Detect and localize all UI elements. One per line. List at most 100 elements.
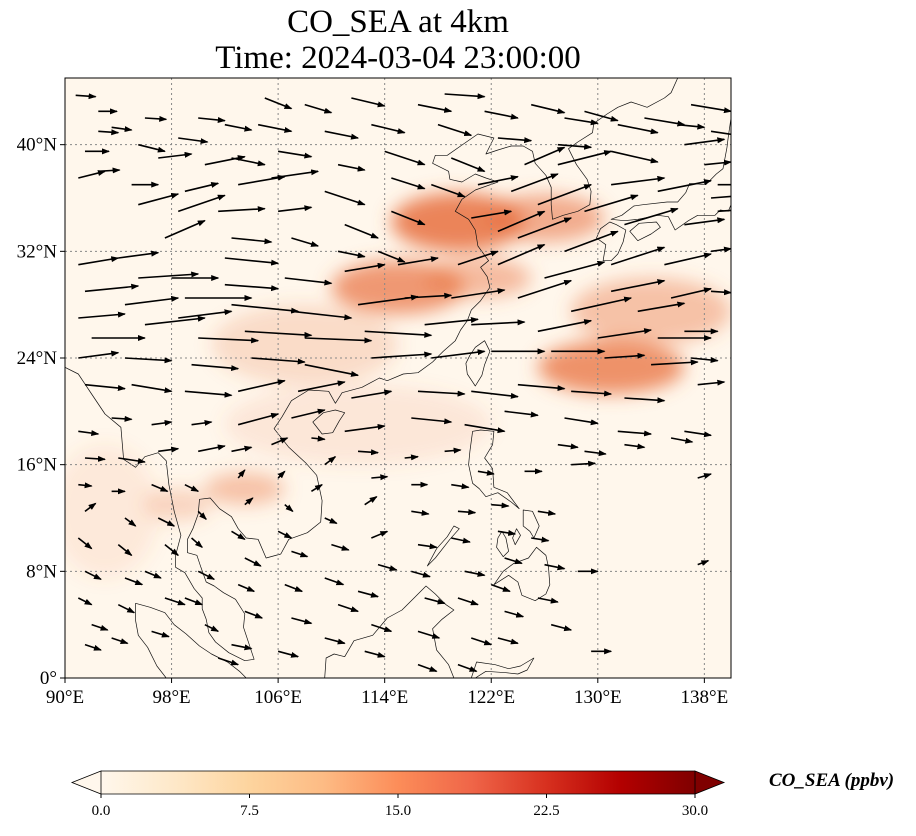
wind-arrow [444, 447, 462, 454]
wind-arrow [118, 250, 160, 259]
wind-arrow [364, 330, 433, 338]
colorbar-tick-label: 7.5 [240, 803, 259, 819]
wind-arrow [297, 380, 346, 393]
coastline [610, 117, 731, 231]
wind-arrow [684, 217, 726, 226]
wind-arrow [244, 330, 313, 338]
wind-arrow [550, 623, 573, 632]
wind-arrow [218, 206, 266, 213]
wind-arrow [164, 219, 206, 239]
co-plume [224, 384, 492, 465]
wind-arrow [264, 97, 293, 110]
wind-arrow [504, 410, 539, 418]
lat-tick-label: 16°N [17, 455, 58, 476]
wind-arrow [564, 417, 599, 426]
wind-arrow [198, 337, 260, 344]
wind-arrow [491, 502, 510, 509]
wind-arrow [124, 517, 137, 527]
wind-arrow [271, 169, 320, 179]
wind-arrow [404, 292, 453, 299]
map-title: CO_SEA at 4km [287, 4, 509, 40]
wind-arrow [304, 103, 333, 114]
wind-arrow [670, 437, 694, 444]
wind-arrow [138, 143, 166, 153]
wind-arrow [231, 445, 253, 453]
wind-arrow [304, 363, 360, 377]
co-plume [537, 340, 685, 395]
wind-arrow [504, 610, 525, 618]
wind-arrow [111, 415, 133, 422]
wind-arrow [684, 137, 726, 146]
wind-arrow [457, 250, 499, 266]
wind-arrow [457, 509, 477, 516]
wind-arrow [391, 177, 426, 190]
wind-arrow [84, 383, 126, 391]
wind-arrow [364, 650, 386, 658]
wind-arrow [537, 509, 557, 516]
wind-arrow [357, 590, 379, 598]
wind-arrow [557, 443, 579, 450]
coastline [596, 221, 627, 262]
wind-arrow [537, 597, 559, 604]
wind-arrow [78, 430, 100, 437]
wind-arrow [324, 577, 345, 586]
wind-arrow [324, 637, 346, 645]
latitude-axis: 0° 8°N 16°N 24°N 32°N 40°N [17, 135, 65, 689]
wind-arrow [377, 563, 398, 571]
wind-arrow [204, 155, 246, 166]
wind-arrow [184, 483, 200, 493]
wind-arrow [624, 207, 679, 226]
coastline [468, 429, 520, 510]
wind-arrow [351, 389, 393, 399]
wind-arrow [217, 657, 240, 666]
wind-arrow [84, 283, 140, 293]
wind-arrow [117, 603, 136, 614]
wind-vectors [75, 93, 731, 673]
lon-tick-label: 138°E [681, 687, 729, 708]
wind-arrow [311, 435, 326, 442]
co-plume [65, 444, 159, 578]
wind-arrow [497, 243, 546, 266]
wind-arrow [584, 110, 619, 122]
wind-arrow [131, 383, 173, 394]
wind-arrow [451, 537, 471, 544]
wind-arrow [611, 175, 666, 186]
lat-tick-label: 0° [40, 668, 57, 689]
wind-arrow [497, 137, 533, 144]
wind-arrow [564, 230, 619, 253]
wind-arrow [684, 430, 713, 438]
wind-arrow [457, 663, 478, 673]
colorbar: 0.0 7.5 15.0 22.5 30.0 [70, 770, 726, 819]
wind-arrow [384, 150, 426, 166]
co-plume [211, 304, 398, 385]
lon-tick-label: 114°E [361, 687, 408, 708]
wind-arrow [371, 530, 389, 539]
wind-arrow [570, 296, 633, 313]
wind-arrow [411, 509, 430, 516]
wind-arrow [291, 310, 353, 321]
wind-arrow [244, 610, 264, 619]
wind-arrow [371, 123, 406, 134]
wind-arrow [417, 103, 453, 113]
lon-tick-label: 106°E [254, 687, 302, 708]
wind-arrow [484, 110, 519, 120]
wind-arrow [237, 379, 286, 393]
wind-arrow [371, 474, 389, 481]
co-concentration-field [65, 192, 731, 578]
wind-arrow [291, 408, 326, 419]
wind-arrow [510, 173, 559, 193]
wind-arrow [324, 517, 338, 525]
wind-arrow [417, 630, 441, 639]
wind-arrow [291, 617, 313, 625]
wind-arrow [517, 279, 573, 299]
wind-arrow [584, 194, 639, 213]
map-frame [64, 77, 732, 679]
wind-arrow [357, 449, 380, 456]
coastline [496, 530, 509, 558]
wind-arrow [231, 303, 300, 314]
wind-arrow [284, 583, 304, 593]
wind-arrow [391, 210, 426, 226]
wind-arrow [624, 397, 666, 404]
wind-arrow [257, 123, 293, 133]
